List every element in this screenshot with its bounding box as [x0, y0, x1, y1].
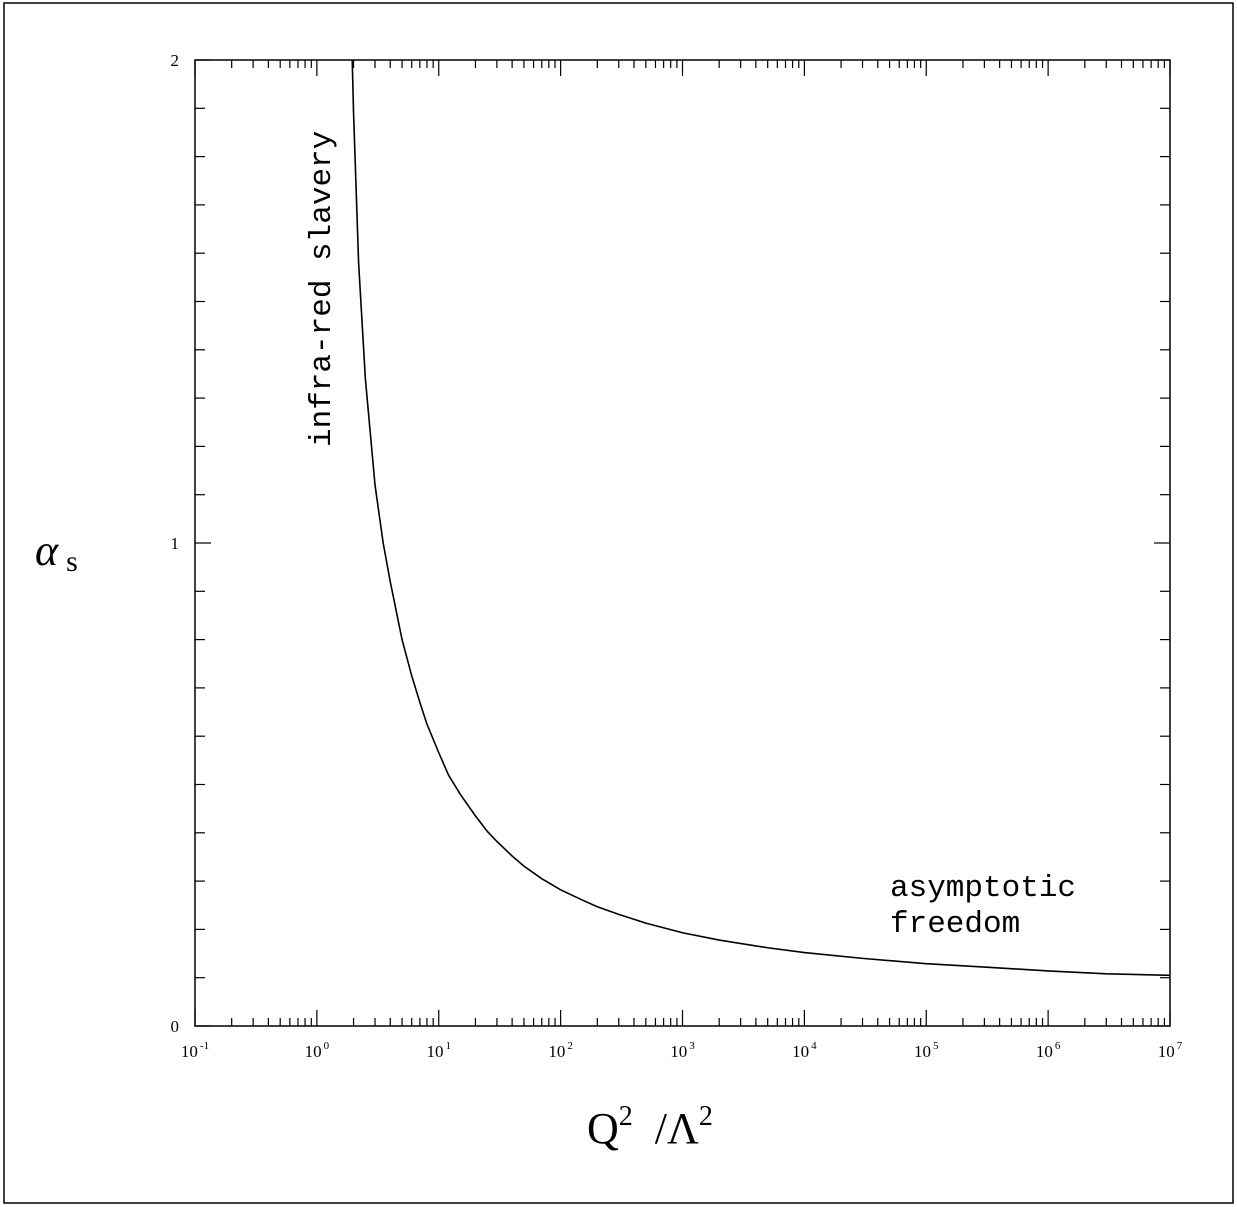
axis-ticks: [194, 59, 1171, 1027]
asymptotic-freedom-line-2: freedom: [890, 907, 1020, 942]
x-tick-label-exponent: 5: [933, 1040, 939, 1052]
x-tick-label: 10 -1: [181, 1040, 209, 1061]
y-axis-label-subscript: s: [66, 545, 78, 578]
x-tick-label-exponent: -1: [200, 1040, 209, 1052]
outer-frame: [3, 2, 1234, 1204]
y-tick-labels: 0 1 2: [171, 51, 180, 1036]
x-tick-label-exponent: 0: [324, 1040, 330, 1052]
x-tick-label: 10 4: [792, 1040, 817, 1061]
asymptotic-freedom-label: asymptotic freedom: [890, 871, 1095, 942]
x-tick-label-base: 10: [914, 1042, 931, 1061]
x-axis-label-slash: /: [655, 1104, 668, 1153]
x-tick-label: 10 5: [914, 1040, 939, 1061]
x-tick-label-base: 10: [670, 1042, 687, 1061]
x-tick-label: 10 1: [427, 1040, 452, 1061]
x-tick-label-exponent: 2: [567, 1040, 573, 1052]
y-tick-label: 1: [171, 534, 180, 553]
x-tick-label-base: 10: [792, 1042, 809, 1061]
x-axis-label: Q2/Λ2: [587, 1101, 713, 1153]
x-axis-label-q: Q: [587, 1104, 619, 1153]
x-tick-label-exponent: 7: [1177, 1040, 1183, 1052]
x-tick-labels: 10 -1 10 0 10 1 10 2 10 3 10 4 10 5 10 6 10 7: [181, 1040, 1183, 1061]
x-tick-label-base: 10: [548, 1042, 565, 1061]
y-tick-label: 2: [171, 51, 180, 70]
x-tick-label: 10 7: [1158, 1040, 1183, 1061]
x-tick-label-base: 10: [1036, 1042, 1053, 1061]
infra-red-slavery-label: infra-red slavery: [305, 131, 340, 447]
x-axis-label-lambda: Λ: [667, 1104, 699, 1153]
x-tick-label-exponent: 3: [689, 1040, 695, 1052]
y-axis-label-symbol: α: [35, 526, 59, 575]
x-tick-label: 10 6: [1036, 1040, 1061, 1061]
alpha-s-curve: [351, 59, 1171, 977]
x-tick-label-base: 10: [305, 1042, 322, 1061]
x-tick-label-exponent: 6: [1055, 1040, 1061, 1052]
x-tick-label: 10 2: [548, 1040, 573, 1061]
x-axis-label-q-exp: 2: [619, 1101, 633, 1132]
y-tick-label: 0: [171, 1017, 180, 1036]
x-tick-label-base: 10: [1158, 1042, 1175, 1061]
x-tick-label-base: 10: [181, 1042, 198, 1061]
x-tick-label-base: 10: [427, 1042, 444, 1061]
asymptotic-freedom-line-1: asymptotic: [890, 871, 1076, 906]
x-tick-label-exponent: 4: [811, 1040, 817, 1052]
x-tick-label: 10 0: [305, 1040, 330, 1061]
x-tick-label: 10 3: [670, 1040, 695, 1061]
x-axis-label-lambda-exp: 2: [699, 1101, 713, 1132]
x-tick-label-exponent: 1: [446, 1040, 452, 1052]
